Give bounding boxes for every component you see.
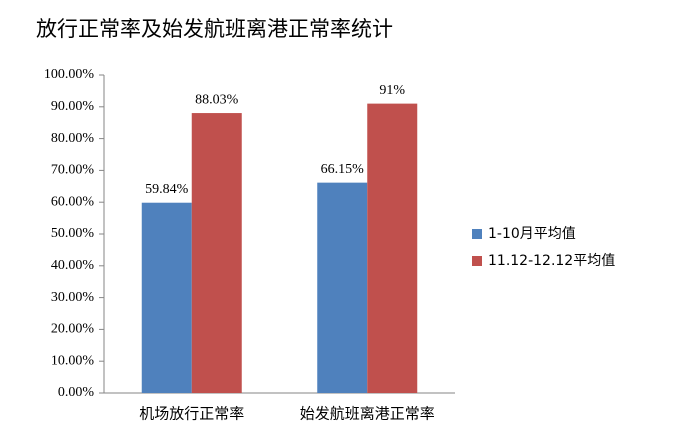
y-tick-label: 50.00%	[51, 226, 95, 241]
x-tick-label: 始发航班离港正常率	[300, 405, 435, 423]
y-tick-label: 10.00%	[51, 353, 95, 368]
y-tick-label: 30.00%	[51, 290, 95, 305]
value-label: 59.84%	[145, 182, 189, 197]
x-tick-label: 机场放行正常率	[139, 405, 244, 423]
y-tick-label: 0.00%	[58, 385, 95, 400]
value-label: 91%	[379, 83, 405, 98]
chart-title: 放行正常率及始发航班离港正常率统计	[36, 17, 393, 41]
value-label: 66.15%	[321, 162, 365, 177]
y-tick-label: 60.00%	[51, 194, 95, 209]
bar	[191, 113, 242, 393]
y-tick-label: 20.00%	[51, 322, 95, 337]
bar	[317, 182, 368, 393]
y-tick-label: 80.00%	[51, 131, 95, 146]
y-tick-label: 100.00%	[44, 67, 95, 82]
y-tick-label: 70.00%	[51, 163, 95, 178]
legend-label: 1-10月平均值	[488, 226, 576, 242]
value-label: 88.03%	[195, 92, 239, 107]
legend-label: 11.12-12.12平均值	[488, 253, 615, 269]
legend-swatch	[472, 229, 482, 239]
legend-swatch	[472, 256, 482, 266]
y-tick-label: 40.00%	[51, 258, 95, 273]
y-tick-label: 90.00%	[51, 99, 95, 114]
bar	[367, 103, 418, 394]
bar	[141, 202, 192, 393]
